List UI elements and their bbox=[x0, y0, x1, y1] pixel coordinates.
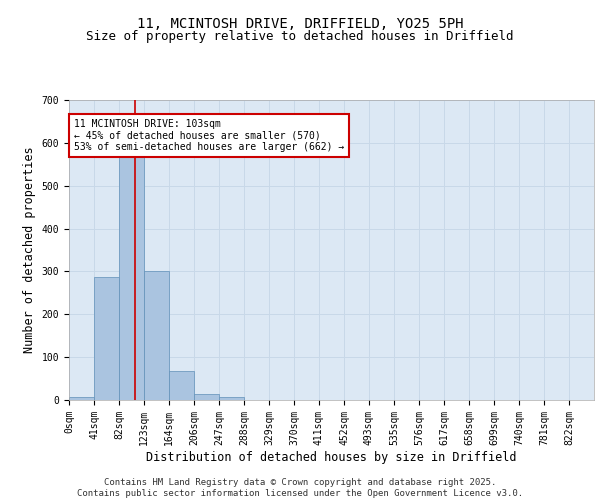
Bar bbox=[69, 396, 94, 400]
Text: 11, MCINTOSH DRIVE, DRIFFIELD, YO25 5PH: 11, MCINTOSH DRIVE, DRIFFIELD, YO25 5PH bbox=[137, 18, 463, 32]
Bar bbox=[119, 152, 144, 400]
Bar bbox=[169, 371, 194, 400]
Text: Contains HM Land Registry data © Crown copyright and database right 2025.
Contai: Contains HM Land Registry data © Crown c… bbox=[77, 478, 523, 498]
X-axis label: Distribution of detached houses by size in Driffield: Distribution of detached houses by size … bbox=[146, 450, 517, 464]
Bar bbox=[144, 270, 169, 400]
Bar bbox=[194, 394, 219, 400]
Text: Size of property relative to detached houses in Driffield: Size of property relative to detached ho… bbox=[86, 30, 514, 43]
Bar bbox=[94, 277, 119, 400]
Bar bbox=[219, 396, 244, 400]
Y-axis label: Number of detached properties: Number of detached properties bbox=[23, 146, 36, 354]
Text: 11 MCINTOSH DRIVE: 103sqm
← 45% of detached houses are smaller (570)
53% of semi: 11 MCINTOSH DRIVE: 103sqm ← 45% of detac… bbox=[74, 120, 344, 152]
